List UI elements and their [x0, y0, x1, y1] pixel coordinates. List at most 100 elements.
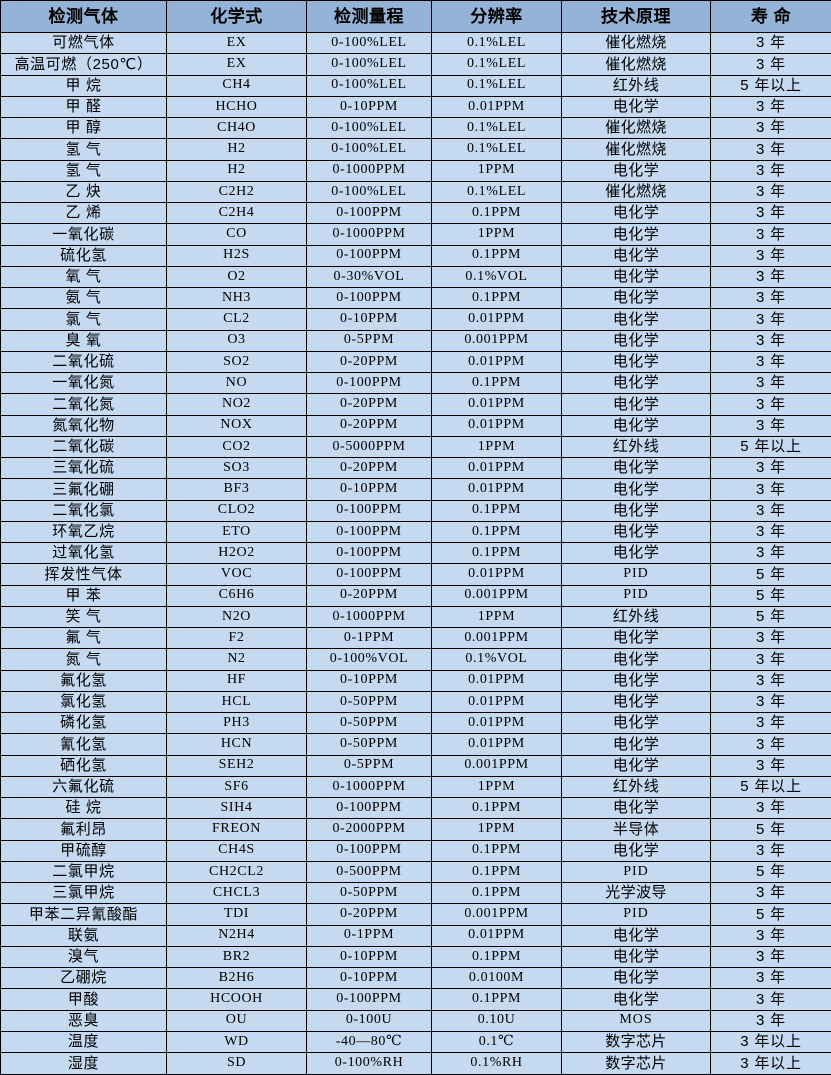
column-header-gas-name: 检测气体 [0, 0, 167, 33]
cell-resolution: 0.01PPM [431, 95, 562, 119]
table-row: 氮 气 N2 0-100%VOL 0.1%VOL 电化学 3 年 [0, 648, 831, 671]
cell-gas-name: 氮 气 [0, 648, 167, 671]
cell-lifespan: 5 年 [710, 818, 831, 841]
cell-resolution: 0.1%VOL [431, 648, 562, 671]
cell-detection-range: 0-1000PPM [306, 223, 432, 246]
cell-lifespan: 3 年 [710, 626, 831, 650]
cell-chemical-formula: CHCL3 [166, 881, 307, 905]
cell-detection-range: 0-100PPM [306, 541, 432, 565]
cell-gas-name: 乙 烯 [0, 201, 167, 225]
cell-detection-range: 0-5PPM [306, 754, 432, 777]
cell-resolution: 0.1PPM [431, 881, 562, 905]
cell-technology: 电化学 [561, 308, 711, 331]
cell-technology: 电化学 [561, 393, 711, 416]
cell-resolution: 0.1%LEL [431, 74, 562, 97]
cell-lifespan: 3 年 [710, 350, 831, 374]
cell-technology: 电化学 [561, 626, 711, 650]
table-row: 氢 气 H2 0-100%LEL 0.1%LEL 催化燃烧 3 年 [0, 138, 831, 161]
table-row: 联氨 N2H4 0-1PPM 0.01PPM 电化学 3 年 [0, 924, 831, 947]
cell-detection-range: 0-20PPM [306, 393, 432, 416]
cell-chemical-formula: CL2 [166, 308, 307, 331]
cell-resolution: 0.1%LEL [431, 116, 562, 140]
cell-technology: 催化燃烧 [561, 116, 711, 140]
cell-gas-name: 氯化氢 [0, 690, 167, 714]
cell-chemical-formula: N2O [166, 605, 307, 629]
cell-resolution: 0.1PPM [431, 499, 562, 522]
table-row: 一氧化碳 CO 0-1000PPM 1PPM 电化学 3 年 [0, 223, 831, 246]
cell-chemical-formula: CH4O [166, 116, 307, 140]
cell-detection-range: 0-100PPM [306, 988, 432, 1011]
table-row: 湿度 SD 0-100%RH 0.1%RH 数字芯片 3 年以上 [0, 1052, 831, 1075]
table-row: 硫化氢 H2S 0-100PPM 0.1PPM 电化学 3 年 [0, 244, 831, 267]
cell-gas-name: 氯 气 [0, 308, 167, 331]
table-row: 三氧化硫 SO3 0-20PPM 0.01PPM 电化学 3 年 [0, 456, 831, 480]
cell-lifespan: 3 年 [710, 733, 831, 756]
cell-technology: 催化燃烧 [561, 53, 711, 76]
cell-chemical-formula: O2 [166, 265, 307, 289]
cell-chemical-formula: HF [166, 669, 307, 692]
cell-detection-range: 0-100%LEL [306, 138, 432, 161]
cell-chemical-formula: C6H6 [166, 584, 307, 607]
cell-resolution: 0.01PPM [431, 350, 562, 374]
cell-lifespan: 3 年 [710, 881, 831, 905]
cell-technology: 催化燃烧 [561, 138, 711, 161]
cell-lifespan: 3 年 [710, 159, 831, 182]
cell-detection-range: 0-20PPM [306, 903, 432, 926]
cell-technology: 数字芯片 [561, 1052, 711, 1075]
table-row: 二氧化氮 NO2 0-20PPM 0.01PPM 电化学 3 年 [0, 393, 831, 416]
cell-resolution: 0.1%LEL [431, 138, 562, 161]
table-row: 乙 炔 C2H2 0-100%LEL 0.1%LEL 催化燃烧 3 年 [0, 180, 831, 204]
cell-technology: 电化学 [561, 966, 711, 990]
cell-gas-name: 甲 醛 [0, 95, 167, 119]
cell-technology: 电化学 [561, 350, 711, 374]
cell-technology: 电化学 [561, 159, 711, 182]
cell-detection-range: 0-1000PPM [306, 605, 432, 629]
cell-lifespan: 3 年 [710, 478, 831, 501]
cell-lifespan: 5 年 [710, 584, 831, 607]
cell-detection-range: 0-5000PPM [306, 435, 432, 459]
table-row: 甲苯二异氰酸酯 TDI 0-20PPM 0.001PPM PID 5 年 [0, 903, 831, 926]
cell-gas-name: 三氟化硼 [0, 478, 167, 501]
cell-gas-name: 二氯甲烷 [0, 860, 167, 884]
cell-technology: 催化燃烧 [561, 31, 711, 55]
cell-lifespan: 5 年以上 [710, 74, 831, 97]
cell-technology: 光学波导 [561, 881, 711, 905]
cell-technology: 电化学 [561, 839, 711, 862]
table-row: 臭 氧 O3 0-5PPM 0.001PPM 电化学 3 年 [0, 329, 831, 352]
table-row: 挥发性气体 VOC 0-100PPM 0.01PPM PID 5 年 [0, 563, 831, 586]
cell-gas-name: 过氧化氢 [0, 541, 167, 565]
cell-chemical-formula: SD [166, 1052, 307, 1075]
cell-chemical-formula: C2H2 [166, 180, 307, 204]
cell-gas-name: 一氧化碳 [0, 223, 167, 246]
cell-resolution: 0.01PPM [431, 669, 562, 692]
cell-lifespan: 3 年 [710, 966, 831, 990]
cell-gas-name: 磷化氢 [0, 711, 167, 735]
cell-lifespan: 3 年 [710, 541, 831, 565]
cell-resolution: 1PPM [431, 223, 562, 246]
cell-lifespan: 5 年以上 [710, 435, 831, 459]
cell-lifespan: 3 年 [710, 95, 831, 119]
cell-chemical-formula: ETO [166, 520, 307, 544]
table-row: 甲酸 HCOOH 0-100PPM 0.1PPM 电化学 3 年 [0, 988, 831, 1011]
cell-lifespan: 3 年 [710, 456, 831, 480]
table-row: 二氧化碳 CO2 0-5000PPM 1PPM 红外线 5 年以上 [0, 435, 831, 459]
cell-detection-range: 0-100PPM [306, 499, 432, 522]
table-row: 温度 WD -40—80℃ 0.1℃ 数字芯片 3 年以上 [0, 1030, 831, 1054]
cell-lifespan: 3 年 [710, 669, 831, 692]
cell-gas-name: 三氯甲烷 [0, 881, 167, 905]
cell-gas-name: 氢 气 [0, 159, 167, 182]
cell-detection-range: 0-10PPM [306, 669, 432, 692]
cell-detection-range: 0-100PPM [306, 371, 432, 395]
cell-resolution: 0.1%LEL [431, 180, 562, 204]
table-row: 甲硫醇 CH4S 0-100PPM 0.1PPM 电化学 3 年 [0, 839, 831, 862]
table-row: 氟 气 F2 0-1PPM 0.001PPM 电化学 3 年 [0, 626, 831, 650]
cell-detection-range: 0-10PPM [306, 966, 432, 990]
cell-technology: 电化学 [561, 754, 711, 777]
table-row: 过氧化氢 H2O2 0-100PPM 0.1PPM 电化学 3 年 [0, 541, 831, 565]
cell-resolution: 0.1%LEL [431, 31, 562, 55]
cell-chemical-formula: SO3 [166, 456, 307, 480]
cell-detection-range: 0-500PPM [306, 860, 432, 884]
cell-gas-name: 湿度 [0, 1052, 167, 1075]
cell-lifespan: 3 年以上 [710, 1030, 831, 1054]
cell-gas-name: 可燃气体 [0, 31, 167, 55]
